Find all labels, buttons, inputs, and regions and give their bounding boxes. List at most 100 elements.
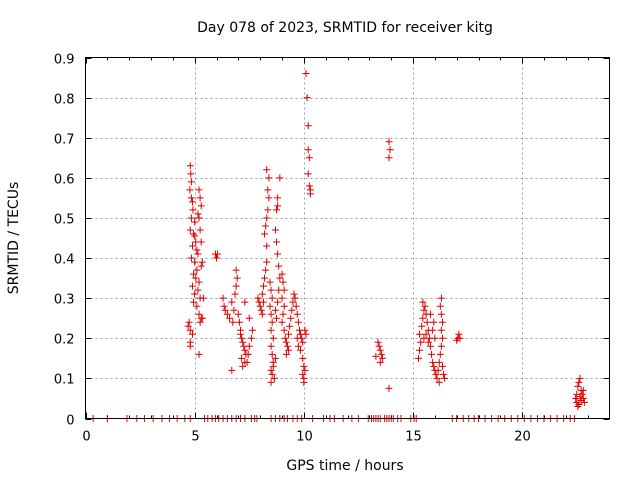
- y-tick-label: 0.1: [54, 373, 75, 388]
- data-point: [245, 314, 253, 322]
- data-point: [193, 246, 201, 254]
- y-tick-label: 0.9: [54, 53, 75, 68]
- data-point: [267, 342, 275, 350]
- data-point: [273, 206, 281, 214]
- data-point: [187, 170, 195, 178]
- data-point: [275, 262, 283, 270]
- data-point: [234, 310, 242, 318]
- data-point: [213, 254, 220, 262]
- data-point: [223, 310, 231, 318]
- data-point: [235, 318, 243, 326]
- data-point: [195, 310, 203, 318]
- data-point: [249, 326, 257, 334]
- data-point: [270, 374, 278, 382]
- data-point: [285, 346, 293, 354]
- y-tick-label: 0: [66, 414, 74, 429]
- data-point: [262, 266, 270, 274]
- data-point: [264, 206, 272, 214]
- data-point: [271, 226, 279, 234]
- data-point: [194, 286, 202, 294]
- data-point: [280, 326, 288, 334]
- data-point: [187, 254, 195, 262]
- data-point: [376, 346, 384, 354]
- x-tick-label: 10: [296, 430, 313, 445]
- data-point: [438, 334, 446, 342]
- data-point: [385, 138, 393, 146]
- data-point: [256, 302, 264, 310]
- data-point: [418, 322, 426, 330]
- data-point: [267, 366, 275, 374]
- data-point: [414, 354, 422, 362]
- data-point: [185, 318, 193, 326]
- data-point: [299, 370, 307, 378]
- data-point: [577, 396, 585, 404]
- data-point: [437, 310, 445, 318]
- data-point: [195, 214, 203, 222]
- data-point: [436, 350, 444, 358]
- data-point: [437, 342, 445, 350]
- data-point: [219, 294, 227, 302]
- data-point: [285, 330, 293, 338]
- data-point: [435, 358, 443, 366]
- data-point: [263, 214, 271, 222]
- data-point: [197, 202, 205, 210]
- data-point: [576, 392, 584, 400]
- data-point: [294, 318, 302, 326]
- data-point: [420, 306, 428, 314]
- y-tick-label: 0.2: [54, 333, 75, 348]
- data-point: [267, 310, 275, 318]
- data-point: [263, 242, 271, 250]
- data-point: [268, 350, 276, 358]
- data-point: [299, 354, 307, 362]
- data-point: [237, 330, 245, 338]
- data-point: [291, 294, 299, 302]
- data-point: [441, 374, 449, 382]
- data-point: [196, 194, 204, 202]
- data-point: [194, 210, 202, 218]
- data-point: [304, 122, 312, 130]
- data-point: [188, 198, 196, 206]
- data-point: [273, 314, 281, 322]
- data-point: [274, 298, 282, 306]
- data-point: [184, 322, 192, 330]
- data-point: [305, 154, 313, 162]
- data-point: [293, 310, 301, 318]
- data-point: [431, 334, 439, 342]
- data-point: [226, 314, 234, 322]
- y-tick-labels: 0 0.1 0.2 0.3 0.4 0.5 0.6 0.7 0.8 0.9: [54, 53, 75, 429]
- data-point: [283, 342, 291, 350]
- data-point: [254, 294, 262, 302]
- data-point: [286, 322, 294, 330]
- data-point: [375, 342, 383, 350]
- data-point: [426, 342, 434, 350]
- data-point: [198, 314, 206, 322]
- data-point: [278, 270, 286, 278]
- data-point: [265, 194, 273, 202]
- data-point: [420, 334, 428, 342]
- data-point: [300, 378, 308, 386]
- data-point: [433, 374, 441, 382]
- data-point: [198, 258, 206, 266]
- data-point: [429, 326, 437, 334]
- data-point: [419, 298, 427, 306]
- data-point: [574, 382, 582, 390]
- data-point: [423, 318, 431, 326]
- data-point: [301, 366, 309, 374]
- data-point: [274, 194, 282, 202]
- data-point: [187, 178, 195, 186]
- data-point: [280, 286, 288, 294]
- data-point: [376, 358, 384, 366]
- y-tick-label: 0.3: [54, 293, 75, 308]
- data-point: [422, 330, 430, 338]
- grid-lines: [85, 57, 610, 419]
- data-point: [273, 238, 281, 246]
- data-point: [303, 94, 311, 102]
- data-point: [437, 326, 445, 334]
- data-point: [264, 186, 272, 194]
- data-point: [432, 370, 440, 378]
- data-point: [374, 338, 382, 346]
- data-point: [278, 294, 286, 302]
- data-point: [430, 362, 438, 370]
- data-point: [302, 70, 310, 78]
- data-point: [294, 342, 302, 350]
